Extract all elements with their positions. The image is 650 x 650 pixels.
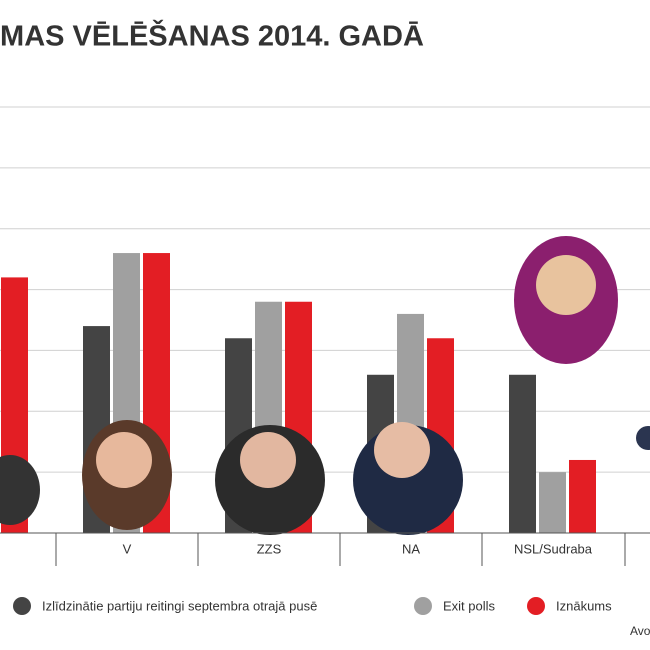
legend-marker bbox=[527, 597, 545, 615]
source: Avo bbox=[630, 624, 650, 638]
photo bbox=[636, 426, 650, 450]
legend-marker bbox=[414, 597, 432, 615]
chart-title: IMAS VĒLĒŠANAS 2014. GADĀ bbox=[0, 19, 424, 53]
legend-label: Izlīdzinātie partiju reitingi septembra … bbox=[42, 598, 317, 613]
photo bbox=[374, 422, 430, 478]
x-tick-label: V bbox=[123, 541, 132, 556]
legend-label: Exit polls bbox=[443, 598, 496, 613]
photo bbox=[240, 432, 296, 488]
legend-marker bbox=[13, 597, 31, 615]
x-tick-label: NA bbox=[402, 541, 420, 556]
photo bbox=[96, 432, 152, 488]
bar bbox=[509, 374, 536, 533]
legend-label: Iznākums bbox=[556, 598, 612, 613]
bar bbox=[569, 459, 596, 533]
category-dividers bbox=[55, 533, 626, 566]
x-tick-label: NSL/Sudraba bbox=[514, 541, 593, 556]
photo bbox=[0, 455, 40, 525]
x-tick-label: ZZS bbox=[257, 541, 282, 556]
photo bbox=[536, 255, 596, 315]
bar bbox=[539, 472, 566, 533]
photos bbox=[0, 236, 650, 535]
